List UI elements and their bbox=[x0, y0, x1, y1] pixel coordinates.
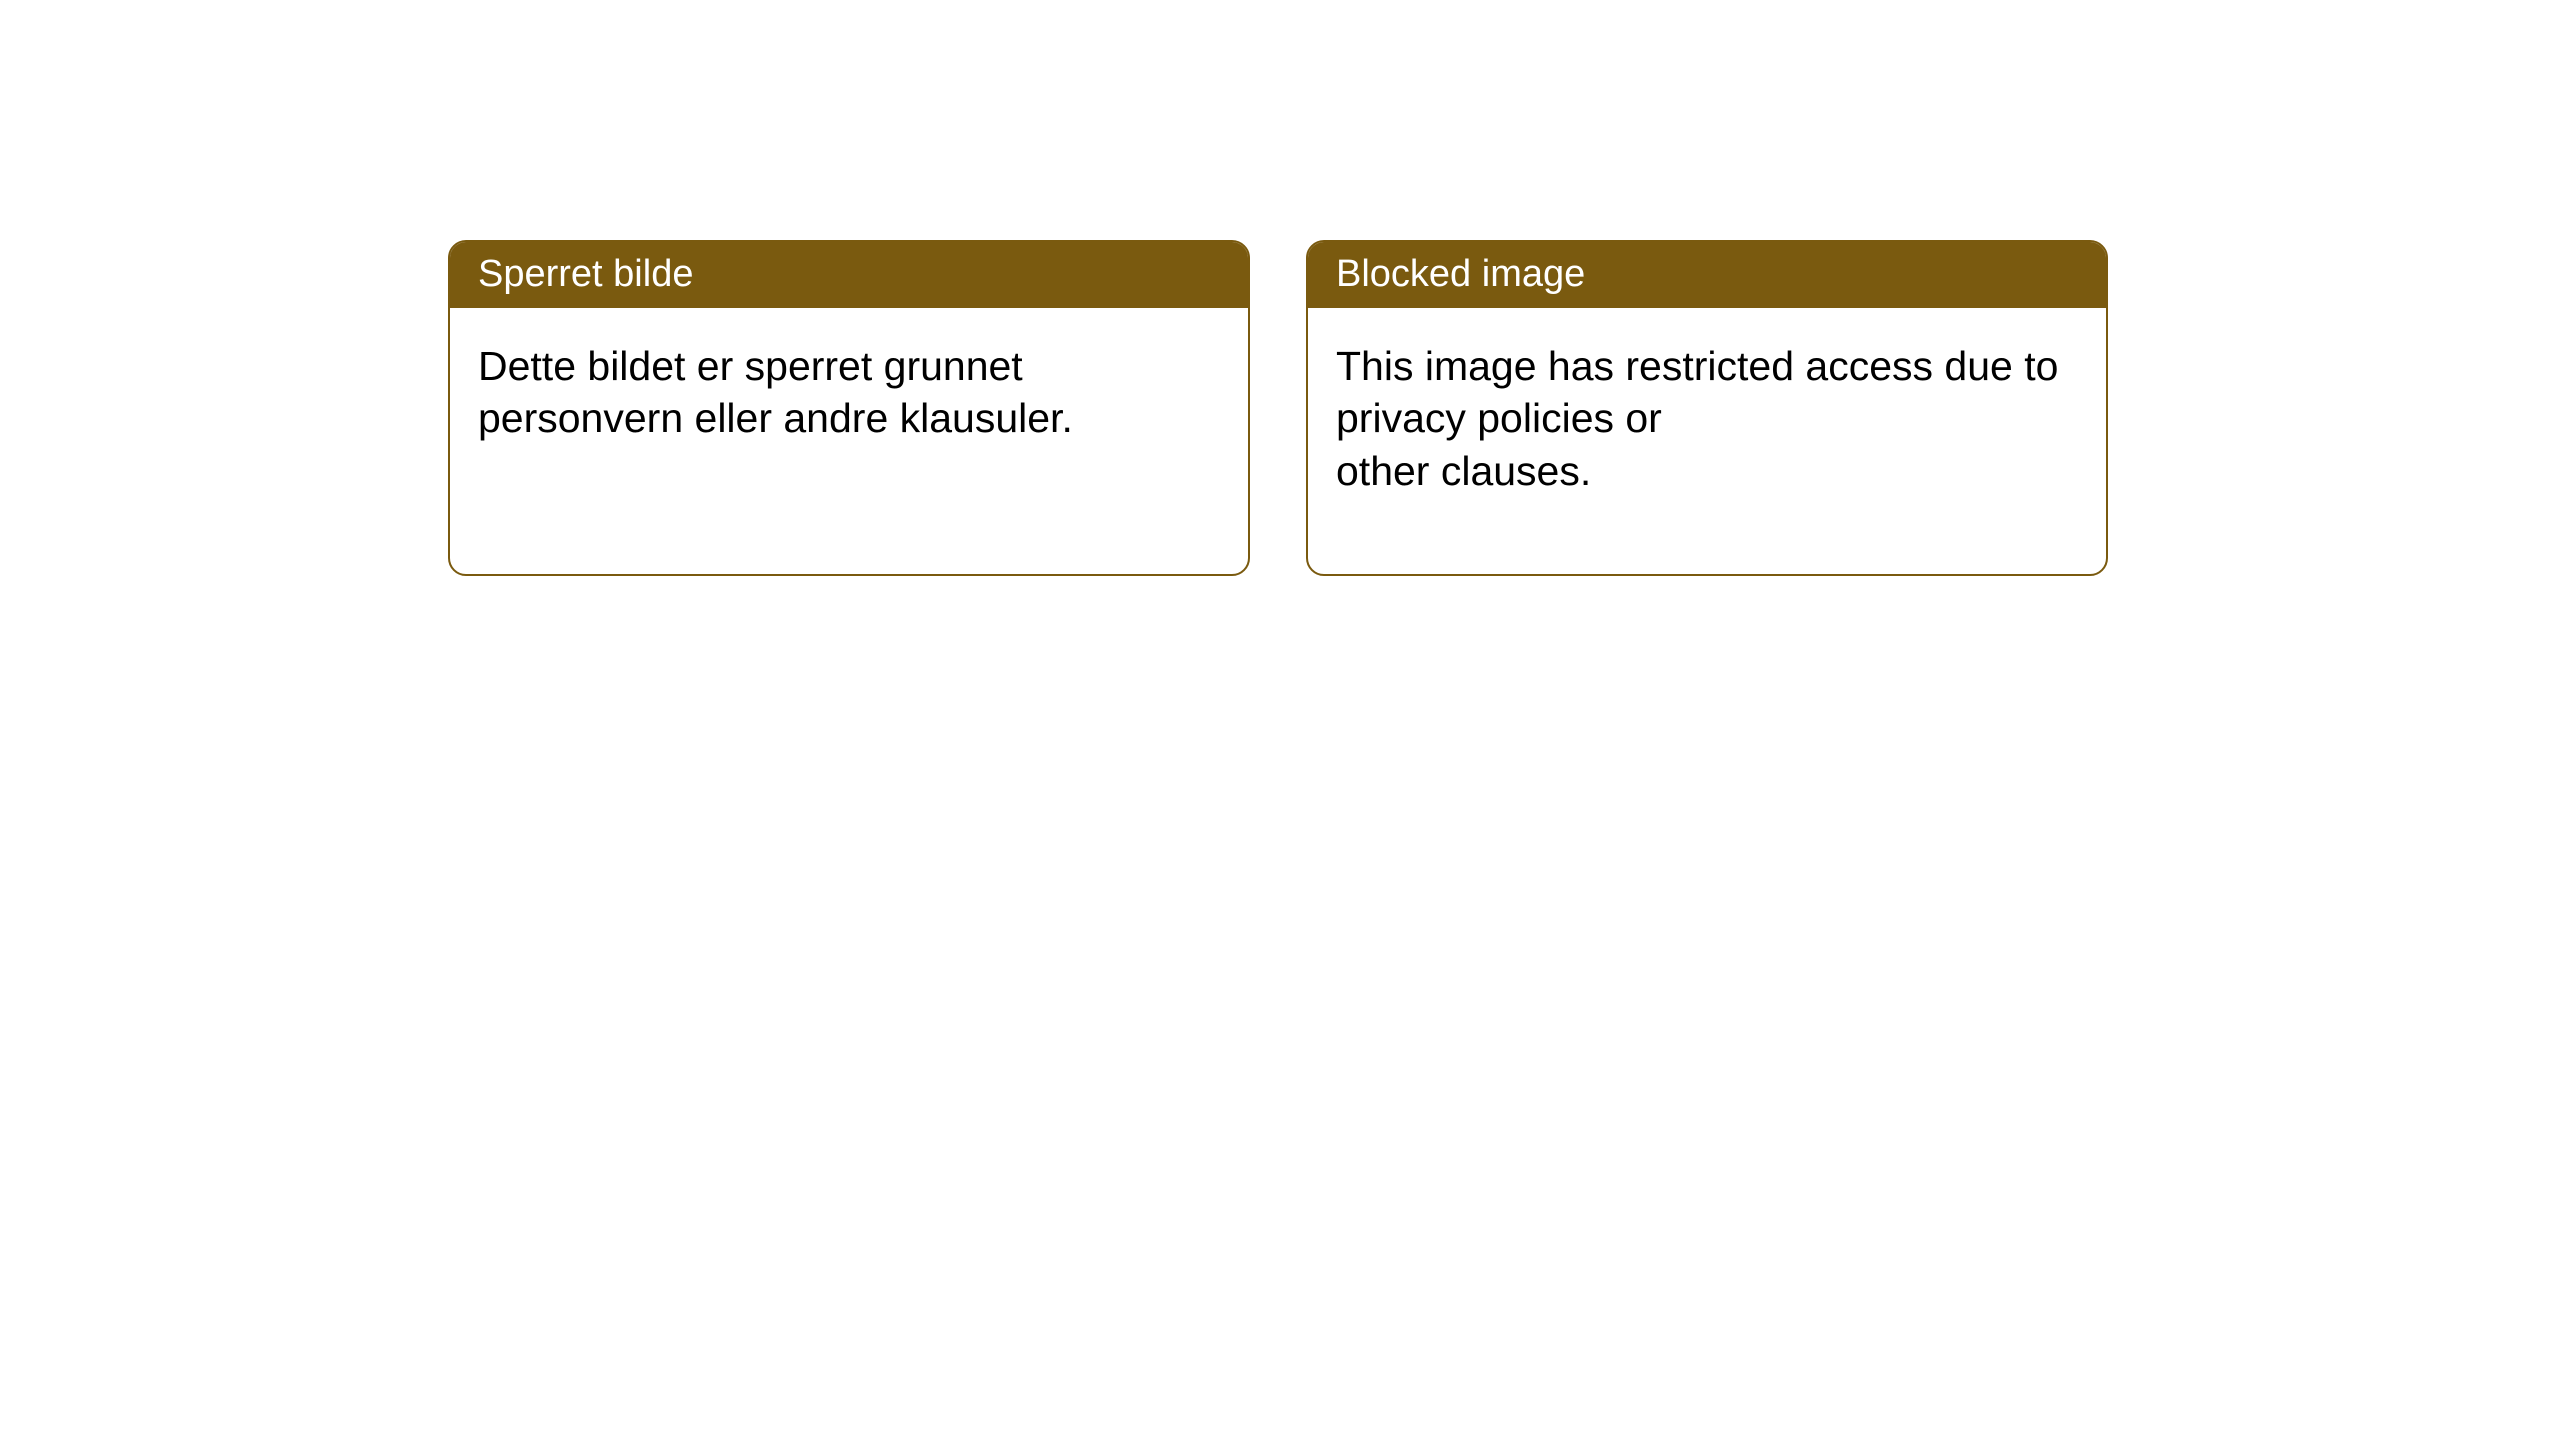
notice-body-english: This image has restricted access due to … bbox=[1308, 308, 2106, 529]
notice-card-norwegian: Sperret bilde Dette bildet er sperret gr… bbox=[448, 240, 1250, 576]
notice-body-norwegian: Dette bildet er sperret grunnet personve… bbox=[450, 308, 1248, 477]
notice-card-english: Blocked image This image has restricted … bbox=[1306, 240, 2108, 576]
notice-title-norwegian: Sperret bilde bbox=[450, 242, 1248, 308]
notice-title-english: Blocked image bbox=[1308, 242, 2106, 308]
notice-container: Sperret bilde Dette bildet er sperret gr… bbox=[448, 240, 2108, 576]
